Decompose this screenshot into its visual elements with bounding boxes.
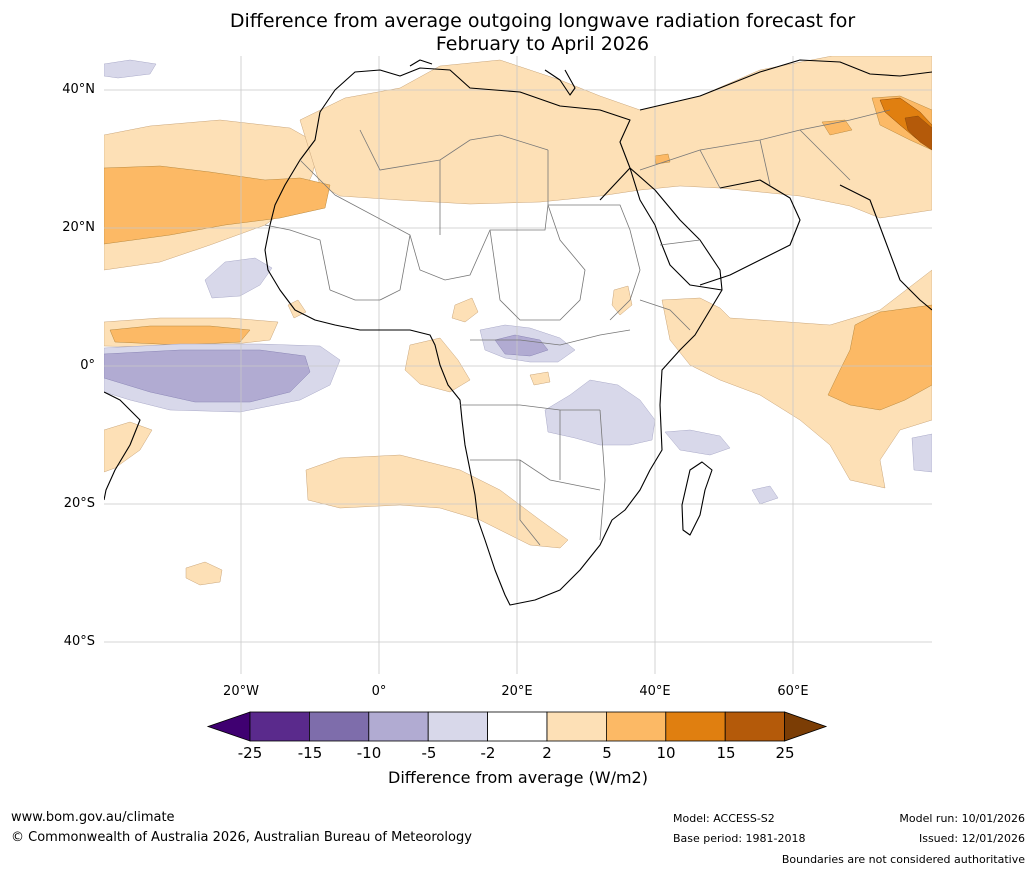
colorbar-swatch [665,711,726,742]
country-boundaries [264,109,891,546]
footer-disclaimer: Boundaries are not considered authoritat… [781,853,1025,866]
coastlines [104,59,932,606]
colorbar-swatch [724,711,786,742]
footer-model: Model: ACCESS-S2 [673,812,775,825]
lat-label-40s: 40°S [63,634,95,649]
lat-label-40n: 40°N [62,82,95,97]
colorbar [206,711,828,742]
colorbar-swatch [249,711,310,742]
graticule [104,56,932,674]
lat-label-equator: 0° [80,358,95,373]
colorbar-tick: 5 [602,744,612,762]
colorbar-swatch [368,711,429,742]
colorbar-swatch [606,711,667,742]
colorbar-swatch [308,711,370,742]
footer-base-period: Base period: 1981-2018 [673,832,806,845]
colorbar-tick: 15 [716,744,736,762]
colorbar-tick: 25 [775,744,795,762]
colorbar-tick: -25 [237,744,263,762]
lon-label-0: 0° [371,684,387,699]
lat-label-20n: 20°N [62,220,95,235]
map-area [104,56,932,674]
colorbar-swatch [487,711,548,742]
lon-label-20e: 20°E [501,684,533,699]
lon-label-20w: 20°W [223,684,259,699]
map-title: Difference from average outgoing longwav… [0,10,1035,56]
colorbar-tick: -5 [421,744,437,762]
footer-issued: Issued: 12/01/2026 [918,832,1025,845]
footer-model-run: Model run: 10/01/2026 [899,812,1025,825]
colorbar-tick: 10 [656,744,676,762]
title-line-1: Difference from average outgoing longwav… [229,10,856,32]
colorbar-tick: -15 [297,744,323,762]
colorbar-label: Difference from average (W/m2) [388,768,648,787]
lon-label-60e: 60°E [777,684,809,699]
colorbar-extend-high [784,711,828,742]
footer-url: www.bom.gov.au/climate [11,810,175,825]
colorbar-extend-low [206,711,251,742]
colorbar-swatch [427,711,489,742]
anomaly-light-orange [104,56,932,586]
lat-label-20s: 20°S [63,496,95,511]
colorbar-tick: -2 [480,744,496,762]
footer-copyright: © Commonwealth of Australia 2026, Austra… [11,830,472,845]
title-line-2: February to April 2026 [435,33,650,55]
colorbar-tick: -10 [356,744,382,762]
colorbar-swatch [546,711,607,742]
lon-label-40e: 40°E [639,684,671,699]
colorbar-tick: 2 [542,744,552,762]
anomaly-dark-orange [879,97,932,151]
